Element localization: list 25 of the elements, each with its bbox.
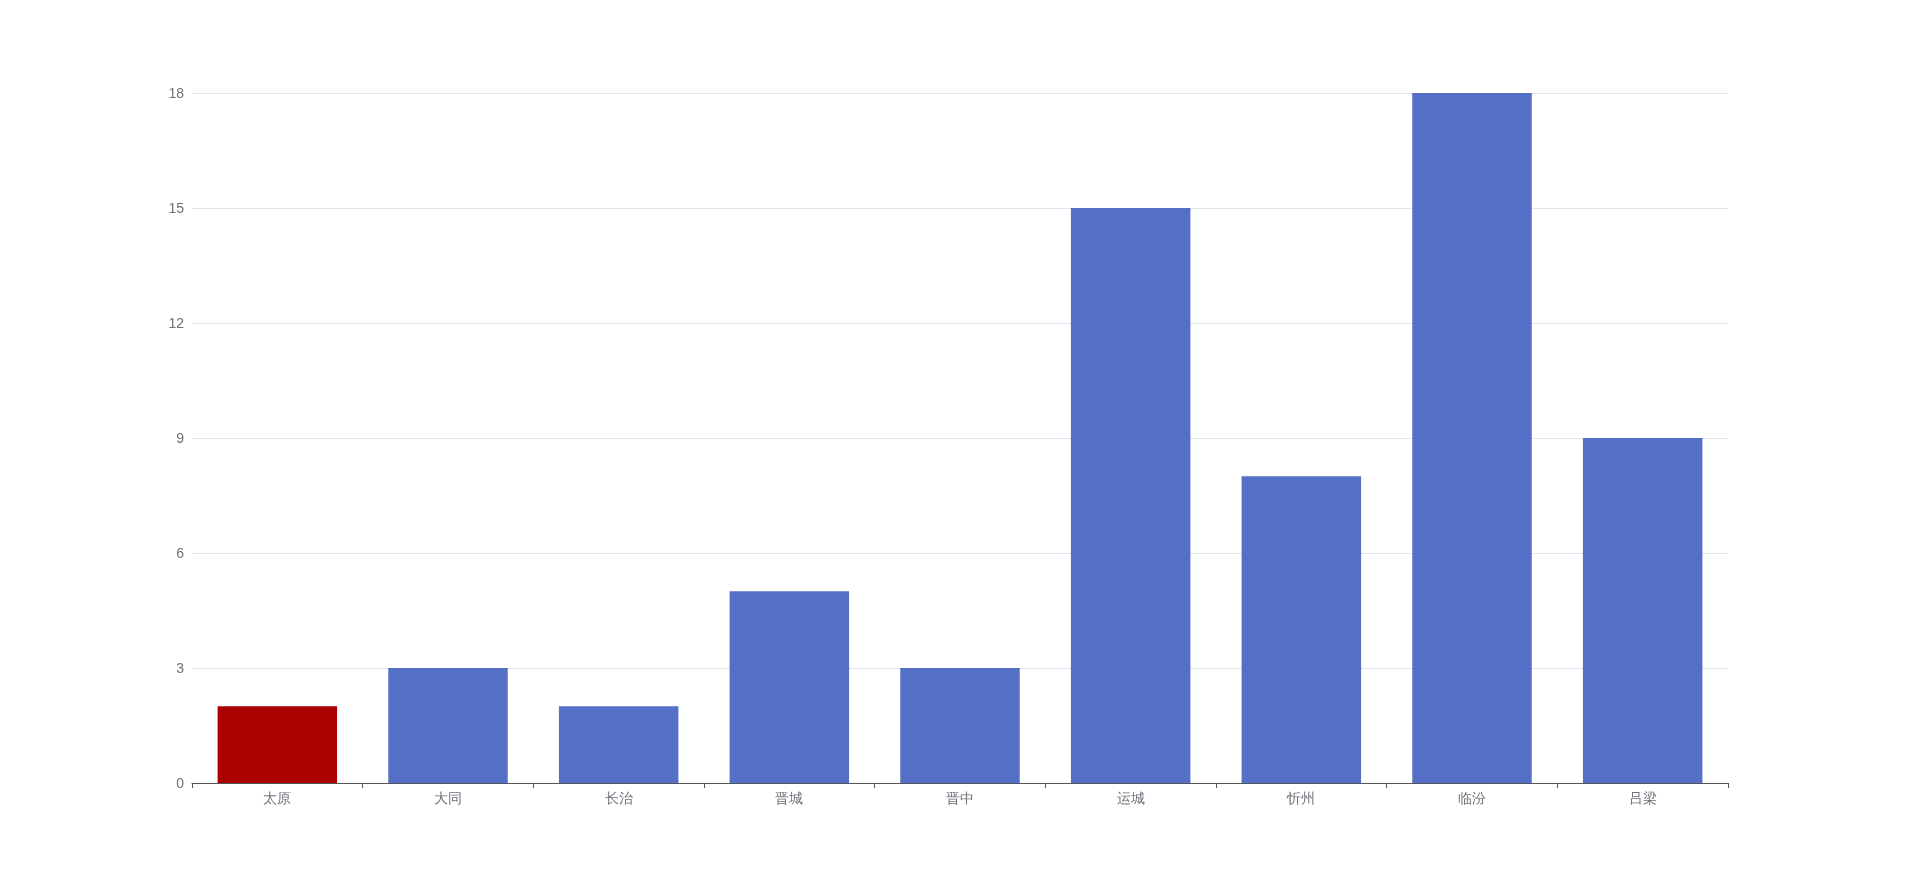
x-tick-label: 运城	[1116, 790, 1145, 806]
bar	[217, 706, 338, 783]
x-tick-label: 晋城	[775, 790, 804, 806]
x-tick-label: 临汾	[1458, 790, 1486, 806]
bar	[729, 591, 850, 783]
y-tick-label: 9	[176, 430, 185, 446]
y-tick-label: 12	[168, 315, 185, 331]
x-tick-label: 太原	[263, 790, 292, 806]
y-tick-label: 15	[168, 200, 185, 216]
bar	[1241, 476, 1362, 783]
bar	[900, 668, 1020, 783]
y-tick-label: 6	[176, 545, 185, 561]
x-tick-label: 吕梁	[1628, 790, 1657, 806]
x-tick-label: 晋中	[946, 790, 974, 806]
y-tick-label: 18	[168, 85, 185, 101]
x-tick-label: 忻州	[1286, 790, 1316, 806]
y-tick-label: 3	[176, 660, 185, 676]
y-tick-label: 0	[176, 775, 185, 791]
bar	[388, 668, 508, 783]
bar	[1412, 93, 1532, 783]
bar	[1070, 208, 1191, 783]
x-tick-label: 大同	[434, 790, 462, 806]
bar	[558, 706, 679, 783]
bar	[1582, 438, 1703, 783]
x-tick-label: 长治	[604, 790, 633, 806]
